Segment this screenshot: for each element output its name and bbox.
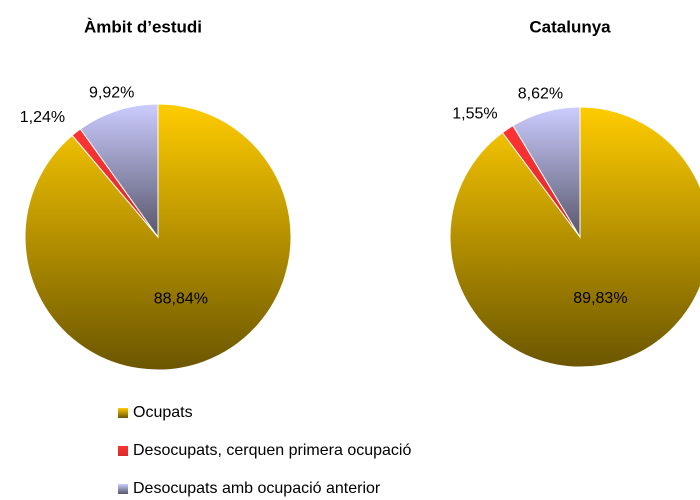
pie-slice [449, 106, 700, 368]
chart-title: Catalunya [529, 17, 611, 36]
data-label: 1,24% [20, 109, 65, 126]
legend-label: Desocupats, cerquen primera ocupació [133, 442, 411, 459]
legend-label: Desocupats amb ocupació anterior [133, 480, 381, 497]
legend-label: Ocupats [133, 404, 193, 421]
data-label: 88,84% [154, 291, 208, 308]
data-label: 8,62% [518, 86, 563, 103]
pie-slice [512, 106, 581, 239]
data-label: 1,55% [452, 105, 497, 122]
legend-swatch [118, 446, 128, 456]
data-label: 89,83% [573, 290, 627, 307]
pie-slice [79, 103, 159, 239]
data-label: 9,92% [89, 84, 134, 101]
chart-title: Àmbit d’estudi [84, 17, 202, 36]
legend-swatch [118, 408, 128, 418]
legend-swatch [118, 484, 128, 494]
